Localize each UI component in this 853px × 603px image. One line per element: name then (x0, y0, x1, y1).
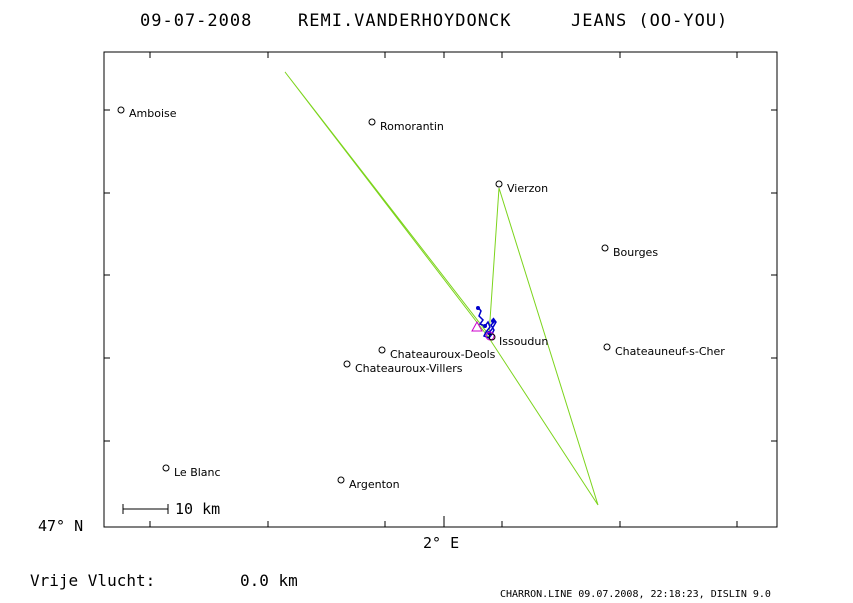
city-romorantin: Romorantin (368, 118, 444, 133)
city-label: Chateauroux-Deols (390, 348, 496, 361)
city-label: Chateauneuf-s-Cher (615, 345, 725, 358)
city-label: Vierzon (507, 182, 548, 195)
latitude-label: 47° N (38, 517, 83, 535)
file-info: CHARRON.LINE 09.07.2008, 22:18:23, DISLI… (500, 589, 771, 600)
goal-circle-icon (485, 331, 495, 341)
city-chateauroux-villers: Chateauroux-Villers (343, 360, 463, 375)
scale-bar-label: 10 km (175, 500, 220, 518)
start-triangle-icon (471, 320, 483, 332)
pilot-name: REMI.VANDERHOYDONCK (298, 11, 511, 31)
city-vierzon: Vierzon (495, 180, 548, 195)
axis-ticks (104, 52, 777, 527)
city-label: Argenton (349, 478, 400, 491)
city-chateauroux-deols: Chateauroux-Deols (378, 346, 496, 361)
city-label: Bourges (613, 246, 658, 259)
city-argenton: Argenton (337, 476, 400, 491)
city-label: Chateauroux-Villers (355, 362, 463, 375)
flight-date: 09-07-2008 (140, 11, 252, 31)
city-label: Le Blanc (174, 466, 221, 479)
city-issoudun: Issoudun (488, 333, 548, 348)
city-bourges: Bourges (601, 244, 658, 259)
city-le-blanc: Le Blanc (162, 464, 221, 479)
free-flight-value: 0.0 km (240, 571, 298, 590)
task-route-line (284, 71, 599, 506)
scale-bar: 10 km (122, 500, 220, 518)
free-flight-label: Vrije Vlucht: (30, 571, 155, 590)
city-chateauneuf-s-cher: Chateauneuf-s-Cher (603, 343, 725, 358)
city-label: Amboise (129, 107, 177, 120)
city-label: Romorantin (380, 120, 444, 133)
glider-name: JEANS (OO-YOU) (571, 11, 728, 31)
city-label: Issoudun (499, 335, 548, 348)
map-frame (103, 51, 778, 528)
longitude-label: 2° E (423, 534, 459, 552)
city-amboise: Amboise (117, 106, 177, 120)
